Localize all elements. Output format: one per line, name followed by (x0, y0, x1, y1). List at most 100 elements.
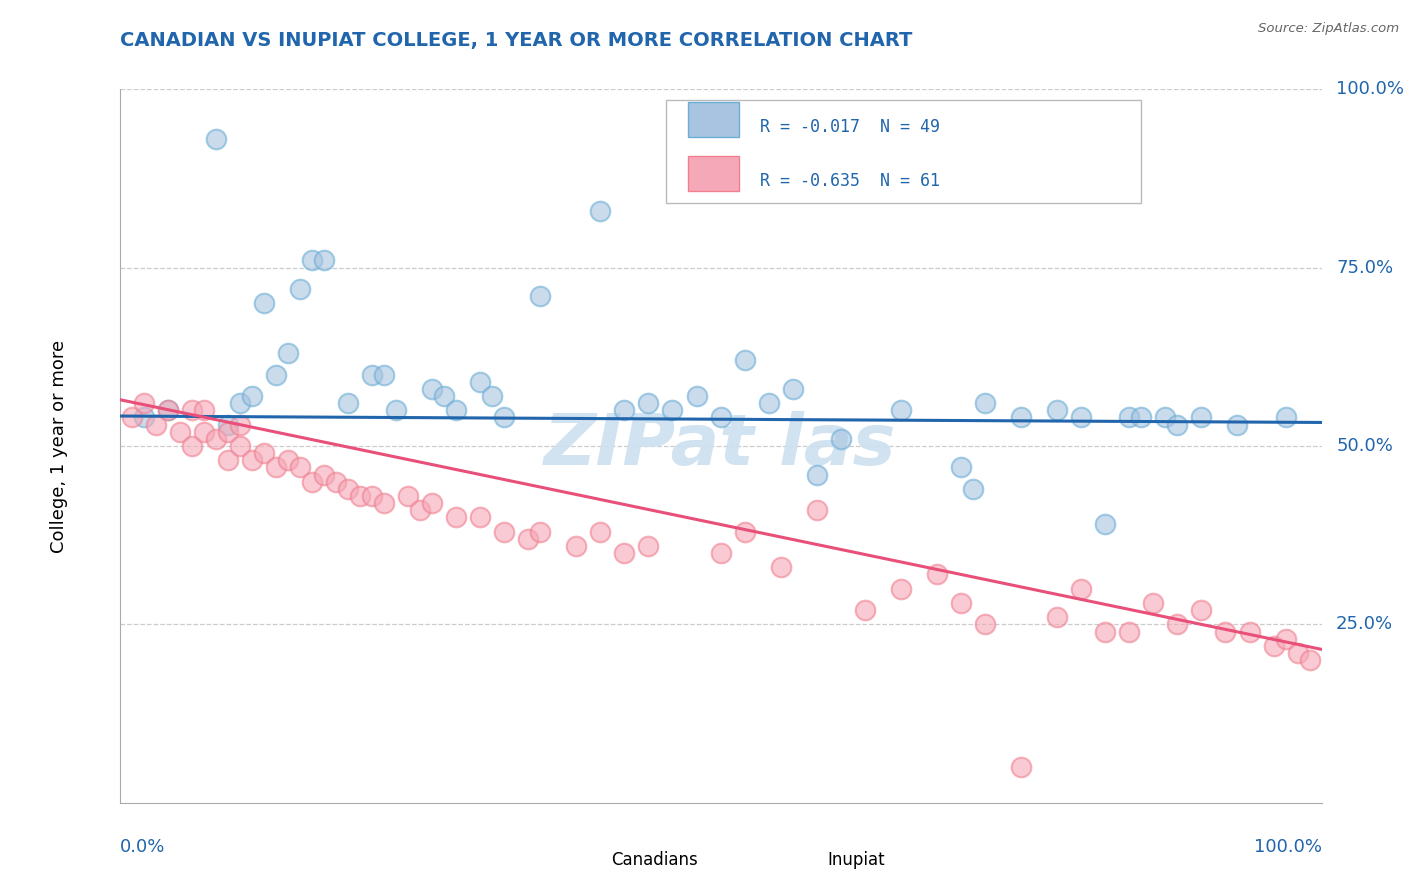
Text: Canadians: Canadians (612, 851, 697, 869)
Point (132, 410, 155, 425)
Point (709, 546, 731, 560)
Point (145, 417, 167, 432)
Point (769, 560, 792, 574)
Point (253, 446, 276, 460)
Point (277, 346, 299, 360)
Point (264, 368, 287, 382)
FancyBboxPatch shape (558, 847, 596, 876)
Point (782, 382, 804, 396)
Point (228, 396, 252, 410)
Point (589, 524, 612, 539)
Point (228, 417, 252, 432)
Point (806, 503, 828, 517)
FancyBboxPatch shape (775, 847, 813, 876)
Text: College, 1 year or more: College, 1 year or more (51, 340, 69, 552)
Point (420, 496, 443, 510)
Point (890, 403, 912, 417)
Text: 50.0%: 50.0% (1336, 437, 1393, 455)
Text: 100.0%: 100.0% (1254, 838, 1322, 856)
Point (734, 353, 756, 368)
Point (1118, 624, 1140, 639)
Point (589, 203, 612, 218)
Point (806, 467, 828, 482)
Text: Inupiat: Inupiat (828, 851, 886, 869)
Point (325, 475, 347, 489)
Point (613, 546, 636, 560)
Point (312, 253, 335, 268)
Point (361, 489, 384, 503)
Point (494, 524, 516, 539)
Point (253, 296, 276, 310)
Point (1298, 653, 1320, 667)
FancyBboxPatch shape (688, 155, 738, 191)
Point (685, 389, 707, 403)
Point (1274, 632, 1296, 646)
Point (433, 389, 456, 403)
Point (517, 532, 540, 546)
Text: 100.0%: 100.0% (1336, 80, 1405, 98)
Point (373, 368, 395, 382)
Point (1094, 624, 1116, 639)
Point (468, 510, 492, 524)
Point (1010, 410, 1032, 425)
Point (1070, 410, 1092, 425)
Point (301, 253, 323, 268)
Point (468, 375, 492, 389)
Point (1046, 610, 1069, 624)
Point (204, 132, 226, 146)
Point (156, 403, 179, 417)
Point (661, 403, 683, 417)
Point (121, 410, 143, 425)
FancyBboxPatch shape (666, 100, 1142, 203)
Point (288, 460, 311, 475)
Point (240, 453, 263, 467)
Point (1046, 403, 1069, 417)
Point (853, 603, 876, 617)
Point (336, 482, 359, 496)
Point (613, 403, 636, 417)
Point (336, 396, 359, 410)
Point (193, 403, 215, 417)
Point (1010, 760, 1032, 774)
Point (925, 567, 948, 582)
Point (494, 410, 516, 425)
Point (1226, 417, 1249, 432)
Point (228, 439, 252, 453)
Point (169, 425, 191, 439)
Point (264, 460, 287, 475)
Point (132, 396, 155, 410)
Point (240, 389, 263, 403)
Point (444, 403, 467, 417)
Point (758, 396, 780, 410)
Point (156, 403, 179, 417)
Point (637, 539, 659, 553)
Point (349, 489, 371, 503)
Text: Source: ZipAtlas.com: Source: ZipAtlas.com (1258, 22, 1399, 36)
Point (974, 617, 997, 632)
Text: R = -0.017  N = 49: R = -0.017 N = 49 (761, 118, 941, 136)
Text: 0.0%: 0.0% (120, 838, 165, 856)
Point (974, 396, 997, 410)
Point (1215, 624, 1237, 639)
Point (565, 539, 588, 553)
Point (204, 432, 226, 446)
Text: 75.0%: 75.0% (1336, 259, 1393, 277)
Point (1118, 410, 1140, 425)
Text: R = -0.635  N = 61: R = -0.635 N = 61 (761, 171, 941, 189)
Point (890, 582, 912, 596)
Point (962, 482, 984, 496)
Point (217, 425, 239, 439)
Point (1166, 617, 1188, 632)
Point (1189, 410, 1212, 425)
Point (217, 453, 239, 467)
Point (180, 439, 202, 453)
Point (637, 396, 659, 410)
Point (481, 389, 503, 403)
Point (420, 382, 443, 396)
Point (217, 417, 239, 432)
Point (1166, 417, 1188, 432)
Point (1130, 410, 1153, 425)
FancyBboxPatch shape (688, 102, 738, 137)
Point (1274, 410, 1296, 425)
Point (193, 425, 215, 439)
